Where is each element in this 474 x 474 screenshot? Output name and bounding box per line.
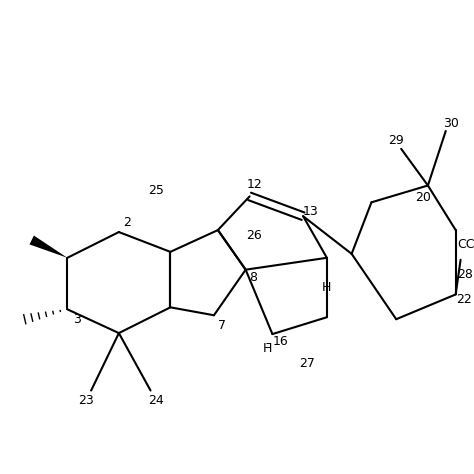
Text: 3: 3	[73, 313, 81, 326]
Text: 12: 12	[246, 178, 263, 191]
Text: 22: 22	[456, 293, 472, 306]
Text: 20: 20	[415, 191, 431, 204]
Text: 28: 28	[457, 268, 474, 281]
Text: 2: 2	[123, 216, 131, 228]
Text: H: H	[322, 281, 332, 294]
Text: 29: 29	[388, 135, 404, 147]
Text: 8: 8	[250, 271, 257, 284]
Text: 7: 7	[218, 319, 226, 332]
Text: 30: 30	[443, 117, 459, 129]
Text: H̄: H̄	[263, 342, 272, 356]
Text: CC: CC	[457, 238, 474, 251]
Text: 23: 23	[78, 394, 94, 407]
Polygon shape	[29, 236, 67, 258]
Text: 25: 25	[148, 184, 164, 197]
Text: 13: 13	[303, 205, 319, 218]
Text: 26: 26	[246, 228, 262, 242]
Text: 24: 24	[147, 394, 164, 407]
Text: 27: 27	[299, 357, 315, 370]
Text: 16: 16	[273, 336, 288, 348]
